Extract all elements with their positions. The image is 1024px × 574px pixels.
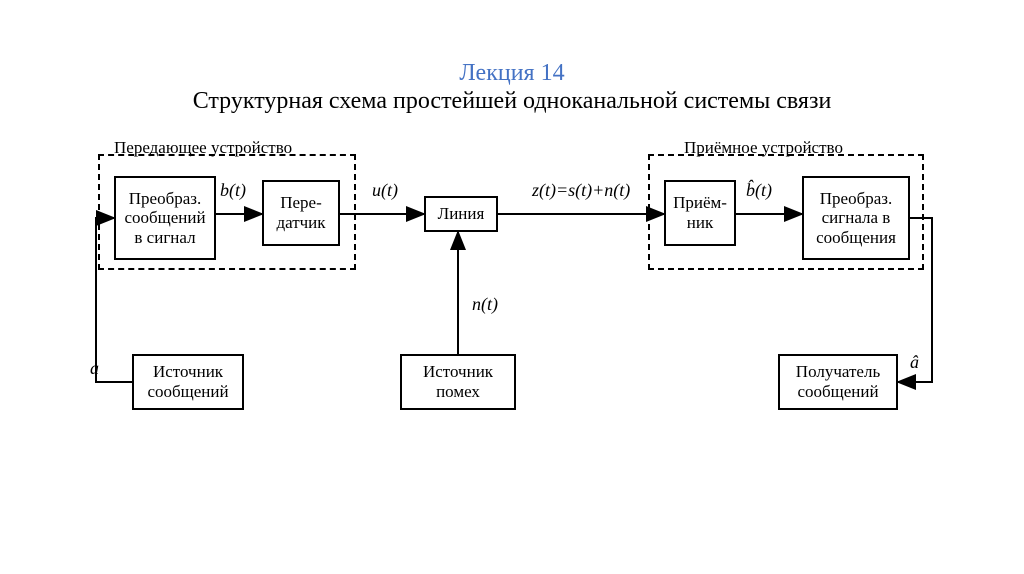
edge-label-zt: z(t)=s(t)+n(t) (532, 180, 630, 201)
edge-label-bt: b(t) (220, 180, 246, 201)
page-title-line2: Структурная схема простейшей одноканальн… (0, 88, 1024, 115)
edge-label-bht: b̂(t) (746, 180, 772, 201)
node-noise-source: Источникпомех (400, 354, 516, 410)
block-diagram: Передающее устройство Приёмное устройств… (84, 140, 940, 430)
node-receiver: Приём-ник (664, 180, 736, 246)
node-transmitter: Пере-датчик (262, 180, 340, 246)
node-conv-to-signal: Преобраз.сообщенийв сигнал (114, 176, 216, 260)
edge-label-ah: â (910, 352, 919, 373)
edge-label-a: a (90, 358, 99, 379)
rx-group-label: Приёмное устройство (684, 138, 843, 158)
node-msg-source: Источниксообщений (132, 354, 244, 410)
node-line: Линия (424, 196, 498, 232)
node-conv-to-msg: Преобраз.сигнала всообщения (802, 176, 910, 260)
page-title-line1: Лекция 14 (0, 60, 1024, 87)
tx-group-label: Передающее устройство (114, 138, 292, 158)
node-msg-sink: Получательсообщений (778, 354, 898, 410)
edge-label-nt: n(t) (472, 294, 498, 315)
edge-label-ut: u(t) (372, 180, 398, 201)
